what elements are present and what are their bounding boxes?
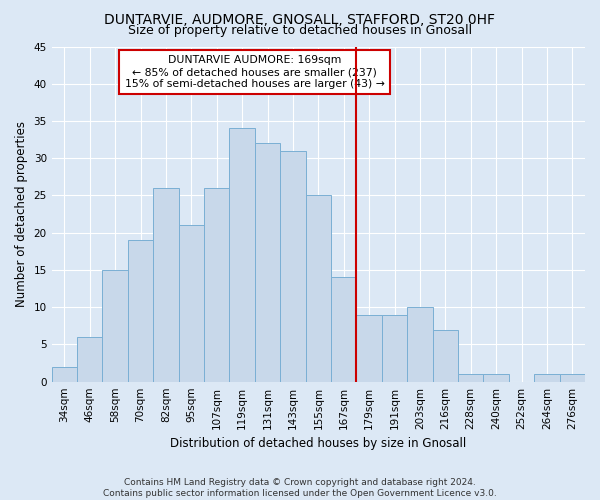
Bar [331,278,356,382]
X-axis label: Distribution of detached houses by size in Gnosall: Distribution of detached houses by size … [170,437,466,450]
Bar [179,226,204,382]
Bar [356,314,382,382]
Text: Size of property relative to detached houses in Gnosall: Size of property relative to detached ho… [128,24,472,37]
Bar [280,151,305,382]
Bar [484,374,509,382]
Bar [382,314,407,382]
Bar [77,337,103,382]
Bar [103,270,128,382]
Bar [128,240,153,382]
Bar [204,188,229,382]
Bar [407,307,433,382]
Bar [52,367,77,382]
Bar [534,374,560,382]
Y-axis label: Number of detached properties: Number of detached properties [15,121,28,307]
Text: DUNTARVIE, AUDMORE, GNOSALL, STAFFORD, ST20 0HF: DUNTARVIE, AUDMORE, GNOSALL, STAFFORD, S… [104,12,496,26]
Bar [229,128,255,382]
Bar [560,374,585,382]
Text: DUNTARVIE AUDMORE: 169sqm
← 85% of detached houses are smaller (237)
15% of semi: DUNTARVIE AUDMORE: 169sqm ← 85% of detac… [125,56,385,88]
Bar [153,188,179,382]
Text: Contains HM Land Registry data © Crown copyright and database right 2024.
Contai: Contains HM Land Registry data © Crown c… [103,478,497,498]
Bar [255,144,280,382]
Bar [433,330,458,382]
Bar [458,374,484,382]
Bar [305,196,331,382]
